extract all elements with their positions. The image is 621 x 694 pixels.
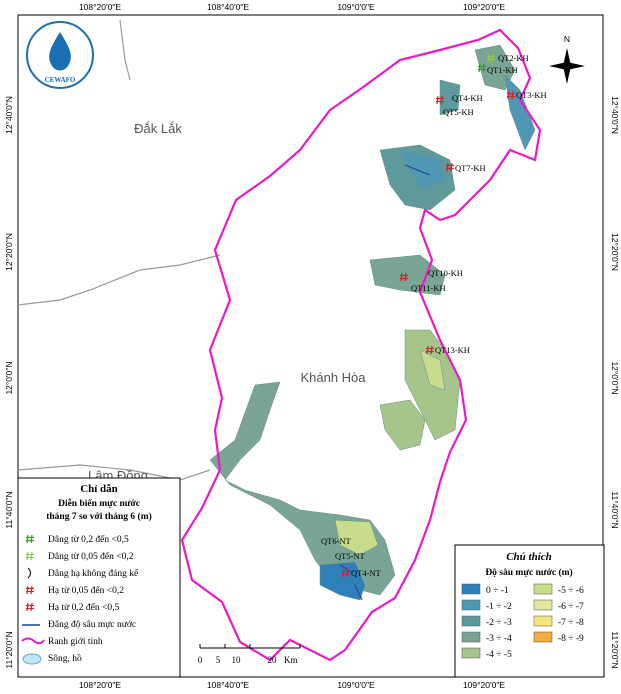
well-label: QT13-KH xyxy=(435,345,470,355)
scale-label: 0 xyxy=(198,655,203,665)
legend-title: Chú thích xyxy=(506,551,552,563)
legend-swatch xyxy=(461,599,481,611)
legend-item: -7 ÷ -8 xyxy=(558,618,584,628)
coord: 12°0'0"N xyxy=(610,361,620,394)
coord: 108°20'0"E xyxy=(79,2,121,12)
legend-item: Sông, hồ xyxy=(48,653,82,664)
legend-swatch xyxy=(461,647,481,659)
legend-item: Dâng từ 0,05 đến <0,2 xyxy=(48,551,134,562)
north-arrow xyxy=(549,48,585,84)
legend-item: -6 ÷ -7 xyxy=(558,602,584,612)
province-border xyxy=(180,28,542,662)
legend-item: Ranh giới tỉnh xyxy=(48,637,103,647)
coord: 108°40'0"E xyxy=(207,680,249,690)
well-label: QT1-KH xyxy=(487,65,518,75)
depth-zones xyxy=(209,44,536,601)
coord: 108°20'0"E xyxy=(79,680,121,690)
coord: 109°20'0"E xyxy=(463,680,505,690)
well-label: QT3-KH xyxy=(516,90,547,100)
well-label: QT4-NT xyxy=(351,568,382,578)
well-label: QT5-NT xyxy=(335,551,366,561)
coord: 109°0'0"E xyxy=(337,680,375,690)
coord: 11°20'0"N xyxy=(4,631,14,668)
province-label: Đắk Lắk xyxy=(134,121,182,136)
coord: 12°0'0"N xyxy=(4,361,14,394)
logo-text: CEWAFO xyxy=(45,76,76,84)
legend-symbol xyxy=(27,567,31,579)
well-label: QT10-KH xyxy=(428,268,463,278)
legend-item: -2 ÷ -3 xyxy=(486,618,512,628)
legend-swatch xyxy=(461,615,481,627)
logo-drop xyxy=(49,32,71,71)
legend-title: Chỉ dẫn xyxy=(80,483,118,495)
scale-label: 10 xyxy=(232,655,242,665)
legend-item: Dâng hạ không đáng kể xyxy=(48,568,139,579)
legend-item: Dâng từ 0,2 đến <0,5 xyxy=(48,534,129,545)
scale-bar xyxy=(199,644,301,649)
coord: 11°40'0"N xyxy=(4,491,14,528)
coord: 12°40'0"N xyxy=(610,96,620,134)
legend-item: Đẳng độ sâu mực nước xyxy=(48,619,136,630)
legend-subtitle: Diễn biến mực nước xyxy=(58,498,140,509)
coord: 109°0'0"E xyxy=(337,2,375,12)
well-label: QT11-KH xyxy=(411,283,446,293)
contour-lines xyxy=(339,164,431,601)
coord: 11°20'0"N xyxy=(610,631,620,668)
legend-item: -5 ÷ -6 xyxy=(558,586,584,596)
well-label: QT2-KH xyxy=(498,53,529,63)
legend-item: 0 ÷ -1 xyxy=(486,586,509,596)
coord: 12°20'0"N xyxy=(610,233,620,271)
scale-label: 20 xyxy=(268,655,278,665)
legend-symbol xyxy=(22,653,42,665)
well-label: QT5-KH xyxy=(443,107,474,117)
legend-item: -1 ÷ -2 xyxy=(486,602,512,612)
well-label: QT6-NT xyxy=(321,536,352,546)
legend-box xyxy=(17,477,181,678)
well-label: QT7-KH xyxy=(455,163,486,173)
legend-subtitle: tháng 7 so với tháng 6 (m) xyxy=(46,511,152,522)
legend-item: -4 ÷ -5 xyxy=(486,650,512,660)
province-label: Khánh Hòa xyxy=(300,370,366,385)
legend-swatch xyxy=(533,615,553,627)
legend-swatch xyxy=(461,583,481,595)
legend-swatch xyxy=(461,631,481,643)
well-label: QT4-KH xyxy=(452,93,483,103)
coord: 12°20'0"N xyxy=(4,233,14,271)
district-lines xyxy=(17,19,221,481)
north-label: N xyxy=(564,34,570,44)
legend-item: -3 ÷ -4 xyxy=(486,634,512,644)
legend-subtitle: Độ sâu mực nước (m) xyxy=(485,567,572,578)
coord: 11°40'0"N xyxy=(610,491,620,528)
coord: 108°40'0"E xyxy=(207,2,249,12)
legend-item: -8 ÷ -9 xyxy=(558,634,584,644)
legend-swatch xyxy=(533,599,553,611)
legend-swatch xyxy=(533,583,553,595)
coord: 12°40'0"N xyxy=(4,96,14,134)
legend-item: Hạ từ 0,05 đến <0,2 xyxy=(48,585,124,596)
legend-item: Hạ từ 0,2 đến <0,5 xyxy=(48,602,119,613)
legend-swatch xyxy=(533,631,553,643)
scale-label: 5 xyxy=(216,655,221,665)
scale-unit: Km xyxy=(284,655,298,665)
coord: 109°20'0"E xyxy=(463,2,505,12)
legend-symbol xyxy=(21,637,45,645)
